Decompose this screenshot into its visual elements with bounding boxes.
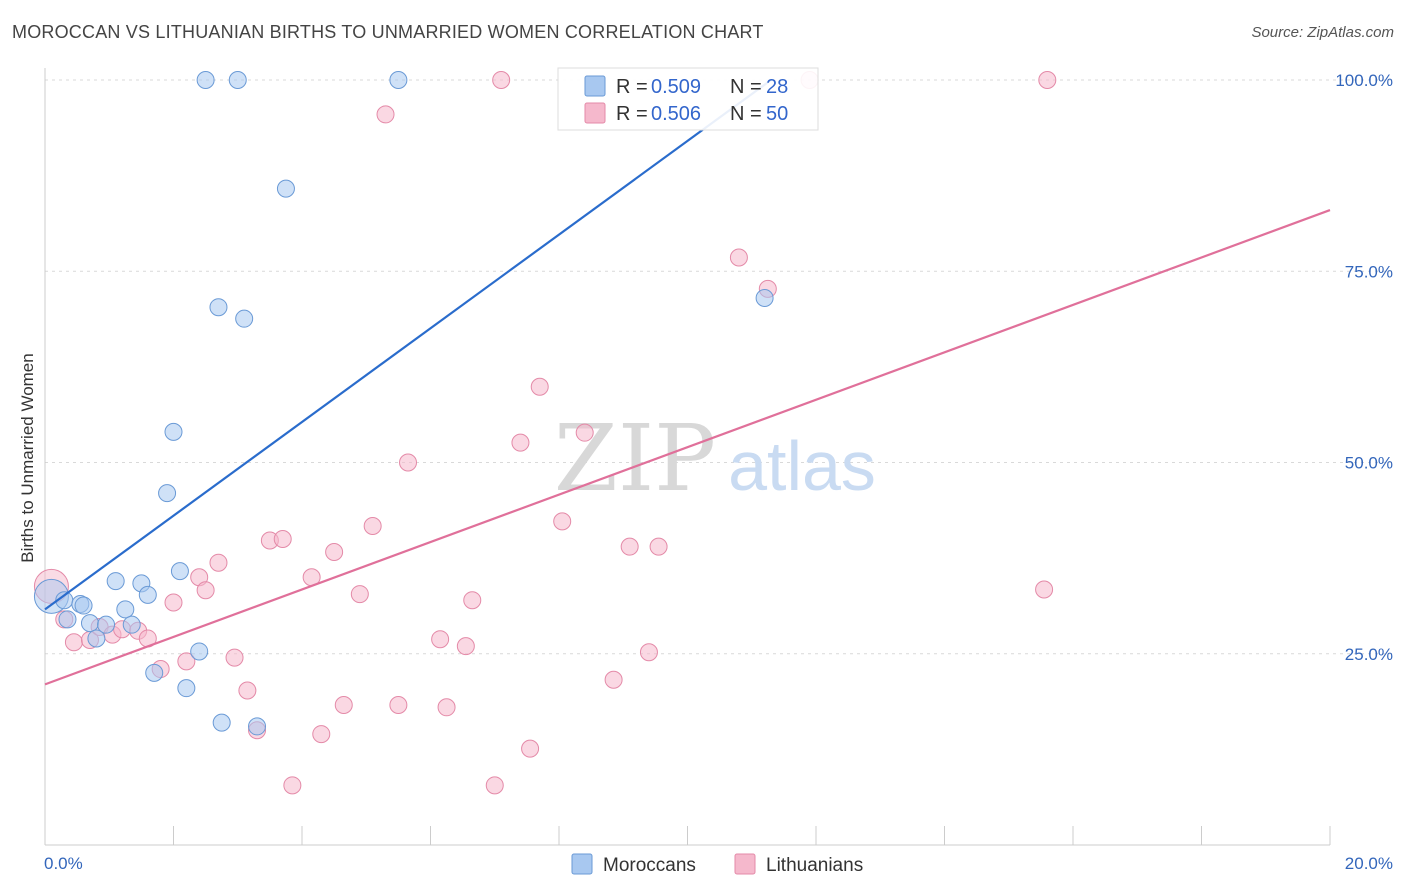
y-tick-label: 100.0% xyxy=(1335,71,1393,90)
lithuanians-point xyxy=(64,633,83,652)
moroccans-point xyxy=(74,596,93,615)
lithuanians-trend-line xyxy=(44,209,1331,686)
moroccans-point xyxy=(106,572,125,591)
lithuanians-point xyxy=(620,537,639,556)
moroccans-point xyxy=(80,614,99,633)
lithuanians-point xyxy=(530,377,549,396)
moroccans-point xyxy=(170,562,189,581)
moroccans-point xyxy=(389,71,408,89)
lithuanians-point xyxy=(312,725,331,744)
lithuanians-point xyxy=(485,776,504,795)
lithuanians-point xyxy=(399,453,418,472)
stats-n-value: 50 xyxy=(766,103,788,125)
moroccans-point xyxy=(755,289,774,308)
lithuanians-point xyxy=(164,593,183,612)
lithuanians-point xyxy=(177,652,196,671)
moroccans-point xyxy=(212,713,231,732)
grid-lines xyxy=(45,79,1392,655)
moroccans-trend-line xyxy=(44,79,772,611)
moroccans-point xyxy=(122,615,141,634)
lithuanians-point xyxy=(334,696,353,715)
moroccans-point xyxy=(228,71,247,89)
lithuanians-point xyxy=(350,585,369,604)
lithuanians-point xyxy=(283,776,302,795)
moroccans-point xyxy=(209,298,228,317)
tick-labels: 25.0% 50.0% 75.0% 100.0% 0.0% 20.0% xyxy=(44,71,1393,873)
lithuanians-point xyxy=(437,698,456,717)
source-credit: Source: ZipAtlas.com xyxy=(1251,24,1394,41)
lithuanians-legend-swatch xyxy=(734,853,756,875)
lithuanians-point xyxy=(389,696,408,715)
watermark: ZIP atlas xyxy=(554,405,876,512)
lithuanians-point xyxy=(1035,580,1054,599)
moroccans-point xyxy=(138,585,157,604)
lithuanians-legend-label: Lithuanians xyxy=(766,855,863,876)
moroccans-point xyxy=(177,679,196,698)
x-tick-label-max: 20.0% xyxy=(1345,854,1393,873)
stats-r-label: R = xyxy=(616,103,648,125)
moroccans-legend-label: Moroccans xyxy=(603,855,696,876)
lithuanians-point xyxy=(196,581,215,600)
lithuanians-point xyxy=(431,630,450,649)
moroccans-point xyxy=(158,484,177,503)
lithuanians-point xyxy=(521,739,540,758)
moroccans-point xyxy=(248,717,267,736)
lithuanians-point xyxy=(492,71,511,89)
y-tick-label: 75.0% xyxy=(1345,262,1393,281)
trend-lines xyxy=(44,79,1331,686)
moroccans-point xyxy=(116,600,135,619)
moroccans-point xyxy=(58,610,77,629)
lithuanians-point xyxy=(604,670,623,689)
lithuanians-point xyxy=(511,433,530,452)
lithuanians-point xyxy=(729,248,748,267)
lithuanians-point xyxy=(575,423,594,442)
lithuanians-point xyxy=(639,643,658,662)
lithuanians-point xyxy=(553,512,572,531)
lithuanians-point xyxy=(463,591,482,610)
stats-r-value: 0.506 xyxy=(651,103,701,125)
stats-legend: R = 0.509 N = 28 R = 0.506 N = 50 xyxy=(557,67,819,131)
lithuanians-point xyxy=(363,516,382,535)
chart-title: MOROCCAN VS LITHUANIAN BIRTHS TO UNMARRI… xyxy=(12,22,764,42)
moroccans-point xyxy=(235,309,254,328)
lithuanians-point xyxy=(225,648,244,667)
lithuanians-point xyxy=(325,543,344,562)
watermark-atlas: atlas xyxy=(728,427,876,505)
stats-r-label: R = xyxy=(616,76,648,98)
lithuanians-point xyxy=(238,681,257,700)
moroccans-point xyxy=(276,179,295,198)
moroccans-point xyxy=(97,615,116,634)
x-tick-label-min: 0.0% xyxy=(44,854,83,873)
stats-legend-swatch xyxy=(584,102,606,124)
y-axis-title: Births to Unmarried Women xyxy=(18,353,37,562)
lithuanians-point xyxy=(456,637,475,656)
lithuanians-point xyxy=(649,537,668,556)
lithuanians-point xyxy=(273,530,292,548)
lithuanians-point xyxy=(209,553,228,572)
moroccans-point xyxy=(87,629,106,648)
data-points xyxy=(33,71,1057,795)
stats-n-value: 28 xyxy=(766,76,788,98)
stats-r-value: 0.509 xyxy=(651,76,701,98)
lithuanians-point xyxy=(1038,71,1057,89)
stats-n-label: N = xyxy=(730,76,762,98)
moroccans-point xyxy=(164,422,183,441)
moroccans-point xyxy=(190,642,209,661)
y-tick-label: 50.0% xyxy=(1345,454,1393,473)
moroccans-point xyxy=(196,71,215,89)
stats-n-label: N = xyxy=(730,103,762,125)
series-legend: Moroccans Lithuanians xyxy=(571,853,863,876)
axes xyxy=(44,68,1331,846)
moroccans-point xyxy=(145,663,164,682)
stats-legend-swatch xyxy=(584,75,606,97)
watermark-zip: ZIP xyxy=(554,405,716,512)
moroccans-legend-swatch xyxy=(571,853,593,875)
lithuanians-point xyxy=(376,105,395,124)
y-tick-label: 25.0% xyxy=(1345,645,1393,664)
